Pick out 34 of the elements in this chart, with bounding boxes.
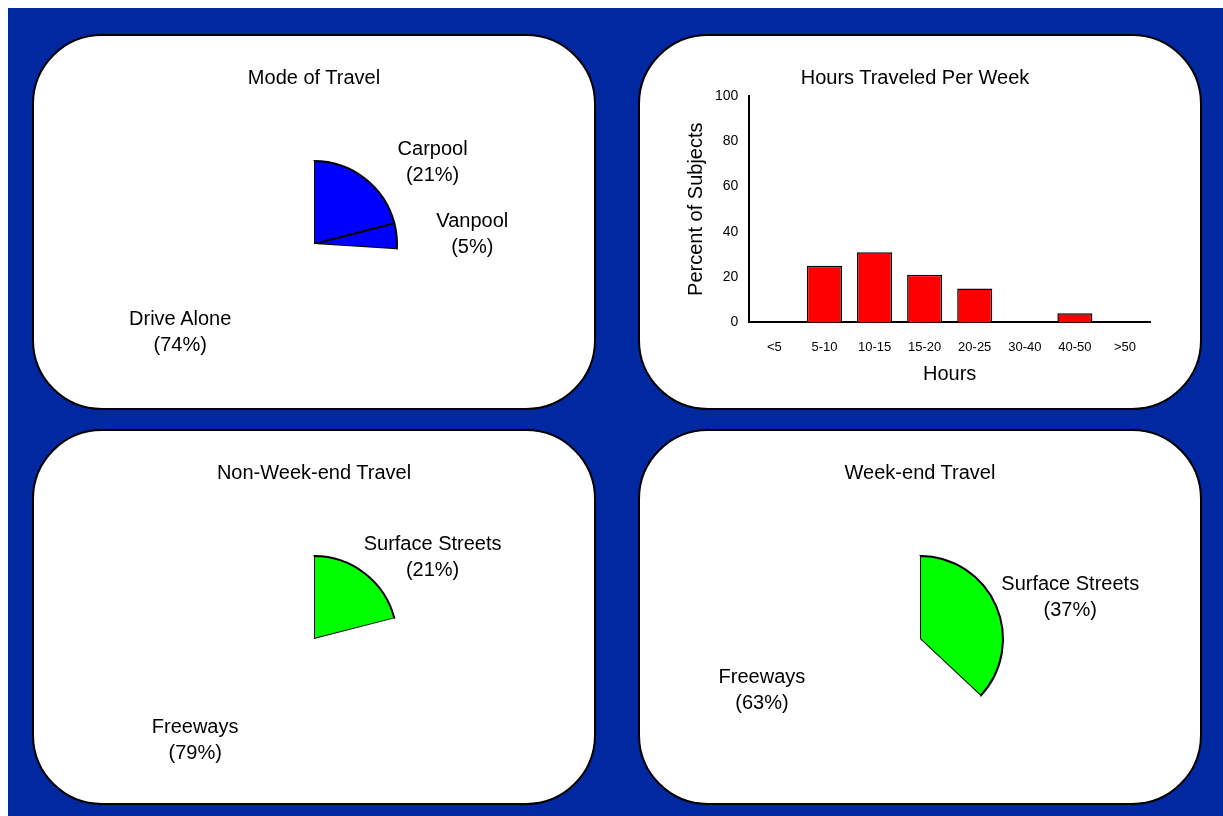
y-tick-label: 80 — [722, 132, 739, 149]
y-tick-label: 60 — [722, 177, 739, 194]
slice-label: Freeways — [718, 664, 806, 687]
x-tick-label: 15-20 — [908, 338, 942, 354]
slice-label: Carpool — [397, 136, 468, 159]
slice-label: Vanpool — [436, 208, 509, 231]
x-tick-label: 30-40 — [1008, 338, 1042, 354]
chart-title: Hours Traveled Per Week — [800, 65, 1031, 88]
x-tick-label: <5 — [766, 338, 782, 354]
chart-title: Week-end Travel — [844, 460, 996, 483]
x-tick-label: 10-15 — [857, 338, 892, 354]
y-tick-label: 20 — [722, 267, 739, 284]
data-label: (5%) — [451, 234, 494, 257]
x-tick-label: >50 — [1113, 338, 1136, 354]
slice-label: Surface Streets — [1001, 572, 1140, 595]
slice-label: Drive Alone — [129, 306, 232, 329]
y-tick-label: 100 — [715, 86, 739, 103]
y-axis-title: Percent of Subjects — [683, 122, 706, 296]
chart-title: Non-Week-end Travel — [216, 460, 412, 483]
slice-label: Freeways — [151, 715, 239, 738]
data-label: (79%) — [168, 741, 222, 764]
data-label: (63%) — [735, 690, 789, 713]
x-tick-label: 40-50 — [1058, 338, 1092, 354]
data-label: (21%) — [405, 557, 460, 580]
chart-title: Mode of Travel — [247, 65, 381, 88]
y-tick-label: 40 — [722, 222, 739, 239]
data-label: (21%) — [405, 162, 460, 185]
data-label: (74%) — [153, 332, 207, 355]
y-tick-label: 0 — [730, 313, 739, 330]
data-label: (37%) — [1043, 598, 1097, 621]
x-tick-label: 20-25 — [958, 338, 992, 354]
slice-label: Surface Streets — [363, 531, 502, 554]
x-tick-label: 5-10 — [811, 338, 838, 354]
x-axis-title: Hours — [923, 361, 977, 384]
